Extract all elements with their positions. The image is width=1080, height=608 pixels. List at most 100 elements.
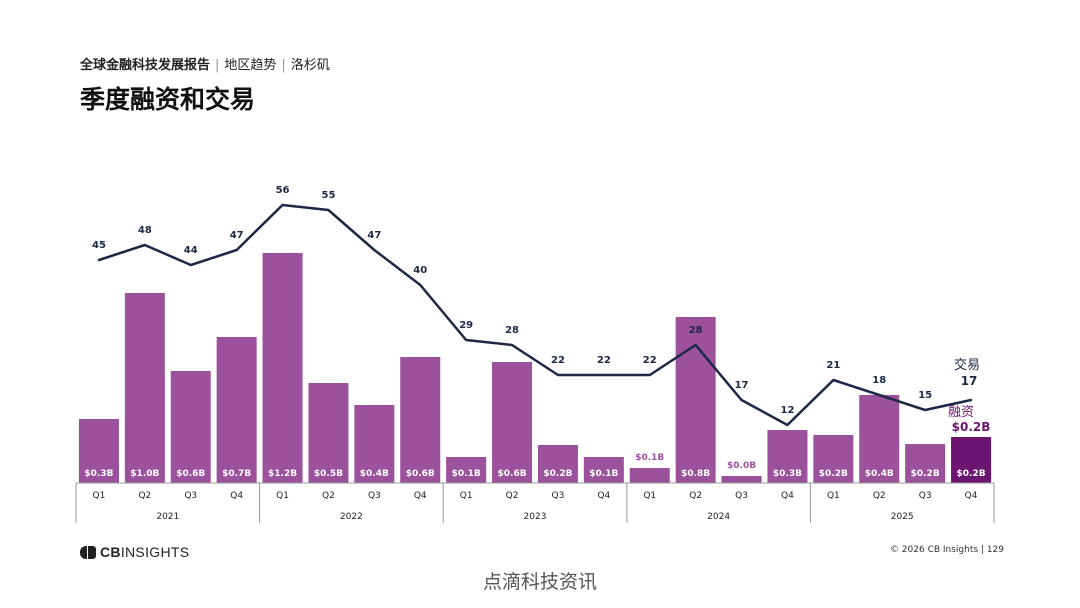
funding-bar	[859, 395, 900, 483]
city-name: 洛杉矶	[290, 58, 330, 73]
deals-value-label: 47	[230, 230, 244, 241]
deals-value-label: 15	[918, 390, 932, 401]
year-tick-label: 2021	[156, 512, 179, 522]
deals-value-label: 18	[872, 375, 886, 386]
deals-line	[97, 203, 973, 427]
funding-bar	[400, 357, 441, 483]
bar-value-label: $0.3B	[84, 469, 113, 479]
deals-value-label: 45	[92, 240, 106, 251]
funding-bar	[629, 468, 670, 483]
quarter-tick-label: Q2	[322, 491, 335, 501]
quarter-tick-label: Q4	[414, 491, 427, 501]
quarter-tick-label: Q4	[781, 491, 794, 501]
bar-value-label: $0.1B	[589, 469, 618, 479]
funding-latest-value: $0.2B	[952, 420, 991, 434]
bar-value-label: $0.0B	[727, 461, 756, 471]
cb-insights-logo-icon	[80, 545, 96, 559]
bar-value-label: $0.4B	[360, 469, 389, 479]
quarter-tick-label: Q1	[276, 491, 289, 501]
quarter-tick-label: Q2	[873, 491, 886, 501]
quarter-tick-label: Q4	[965, 491, 978, 501]
copyright: © 2026 CB Insights | 129	[889, 545, 1004, 555]
quarter-tick-label: Q3	[919, 491, 932, 501]
funding-bar	[78, 419, 119, 483]
funding-bar	[905, 444, 946, 483]
page-title: 季度融资和交易	[80, 85, 256, 114]
funding-bar	[951, 437, 992, 483]
funding-bar	[170, 371, 211, 483]
deals-value-label: 29	[459, 320, 473, 331]
funding-bar	[354, 405, 395, 483]
year-tick-label: 2023	[524, 512, 547, 522]
deals-value-label: 40	[413, 265, 427, 276]
year-tick-label: 2022	[340, 512, 363, 522]
deals-value-label: 47	[367, 230, 381, 241]
quarter-tick-label: Q3	[552, 491, 565, 501]
report-header: 全球金融科技发展报告 | 地区趋势 | 洛杉矶	[80, 54, 330, 73]
bar-value-label: $0.2B	[911, 469, 940, 479]
quarter-tick-label: Q2	[689, 491, 702, 501]
bar-value-label: $0.3B	[773, 469, 802, 479]
bar-value-label: $0.1B	[635, 453, 664, 463]
bar-value-label: $0.2B	[819, 469, 848, 479]
bar-value-label: $0.4B	[865, 469, 894, 479]
deals-value-label: 44	[184, 245, 198, 256]
funding-bar	[583, 457, 624, 483]
bar-value-label: $0.2B	[957, 469, 986, 479]
year-tick-label: 2024	[707, 512, 730, 522]
funding-bar	[492, 362, 533, 483]
quarter-tick-label: Q4	[597, 491, 610, 501]
section-name: 地区趋势	[224, 58, 277, 73]
funding-bar	[446, 457, 487, 483]
quarter-tick-label: Q1	[643, 491, 656, 501]
quarter-tick-label: Q2	[506, 491, 519, 501]
quarter-tick-label: Q3	[184, 491, 197, 501]
funding-bar	[216, 337, 257, 483]
funding-legend-label: 融资	[948, 405, 974, 420]
deals-value-label: 17	[735, 380, 749, 391]
bar-value-label: $0.8B	[681, 469, 710, 479]
deals-value-label: 55	[321, 190, 335, 201]
quarter-tick-label: Q4	[230, 491, 243, 501]
deals-value-label: 56	[276, 185, 290, 196]
funding-bar	[813, 435, 854, 483]
quarter-tick-label: Q1	[460, 491, 473, 501]
funding-bar	[675, 317, 716, 483]
funding-bar	[308, 383, 349, 483]
bar-value-label: $0.5B	[314, 469, 343, 479]
deals-value-label: 22	[551, 355, 565, 366]
funding-bar	[537, 445, 578, 483]
deals-value-label: 28	[689, 325, 703, 336]
deals-value-label: 28	[505, 325, 519, 336]
bar-value-label: $0.1B	[452, 469, 481, 479]
year-tick-label: 2025	[891, 512, 914, 522]
header-separator: |	[215, 58, 220, 73]
funding-bar	[124, 293, 165, 483]
deals-value-label: 48	[138, 225, 152, 236]
bar-value-label: $0.7B	[222, 469, 251, 479]
funding-bar	[721, 476, 762, 483]
report-name: 全球金融科技发展报告	[80, 58, 211, 73]
quarter-tick-label: Q1	[93, 491, 106, 501]
header-separator: |	[281, 58, 286, 73]
bar-value-label: $0.6B	[406, 469, 435, 479]
bar-value-label: $0.6B	[176, 469, 205, 479]
quarter-tick-label: Q3	[735, 491, 748, 501]
logo-cb-text: CB	[100, 544, 121, 560]
quarter-tick-label: Q3	[368, 491, 381, 501]
logo-insights-text: INSIGHTS	[120, 544, 190, 560]
bar-value-label: $1.2B	[268, 469, 297, 479]
bar-value-label: $0.2B	[543, 469, 572, 479]
deals-legend-label: 交易	[954, 357, 980, 373]
watermark: 点滴科技资讯	[482, 571, 597, 593]
deals-value-label: 22	[643, 355, 657, 366]
bar-value-label: $1.0B	[130, 469, 159, 479]
deals-value-label: 12	[780, 405, 794, 416]
deals-value-label: 21	[826, 360, 840, 371]
deals-latest-value: 17	[961, 374, 978, 388]
bar-value-label: $0.6B	[498, 469, 527, 479]
quarter-tick-label: Q1	[827, 491, 840, 501]
quarter-tick-label: Q2	[138, 491, 151, 501]
cb-insights-logo: CBINSIGHTS	[80, 543, 189, 561]
